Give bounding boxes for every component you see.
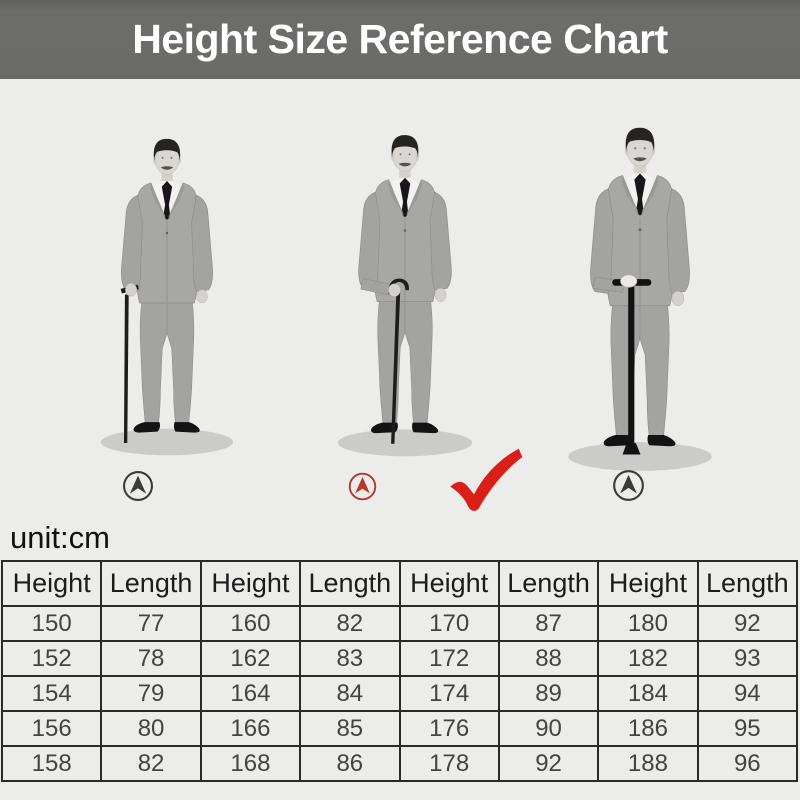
table-cell: 87	[497, 605, 600, 642]
cane-shaft	[391, 292, 401, 444]
table-cell: 86	[299, 745, 401, 782]
table-cell: 83	[299, 640, 401, 677]
table-cell: 154	[0, 675, 103, 712]
table-row: 152 78 162 83 172 88 182 93	[0, 640, 799, 677]
table-cell: 77	[100, 605, 202, 642]
table-cell: 188	[597, 745, 699, 782]
table-cell: 176	[398, 710, 500, 747]
table-header-length: Length	[497, 560, 600, 607]
table-cell: 178	[398, 745, 500, 782]
table-cell: 158	[0, 745, 103, 782]
table-cell: 78	[100, 640, 202, 677]
table-cell: 166	[199, 710, 302, 747]
table-header-height: Height	[597, 560, 699, 607]
table-header-height: Height	[0, 560, 103, 607]
cane-shaft	[628, 284, 635, 449]
table-cell: 85	[299, 710, 401, 747]
table-cell: 94	[696, 675, 799, 712]
cane-shaft	[123, 294, 129, 443]
table-cell: 184	[597, 675, 699, 712]
table-row: 150 77 160 82 170 87 180 92	[0, 605, 799, 642]
table-cell: 92	[497, 745, 600, 782]
cane-handle	[388, 278, 409, 294]
figures-stage	[0, 79, 800, 512]
table-cell: 82	[100, 745, 202, 782]
table-header-length: Length	[299, 560, 401, 607]
table-row: 156 80 166 85 176 90 186 95	[0, 710, 799, 747]
table-header-height: Height	[398, 560, 500, 607]
table-cell: 82	[299, 605, 401, 642]
table-cell: 180	[597, 605, 699, 642]
table-row: 154 79 164 84 174 89 184 94	[0, 675, 799, 712]
table-cell: 160	[199, 605, 302, 642]
table-header-height: Height	[199, 560, 302, 607]
table-cell: 79	[100, 675, 202, 712]
table-cell: 90	[497, 710, 600, 747]
table-cell: 84	[299, 675, 401, 712]
table-cell: 92	[696, 605, 799, 642]
up-arrow-circle-icon	[123, 471, 153, 501]
table-cell: 164	[199, 675, 302, 712]
table-cell: 80	[100, 710, 202, 747]
table-header-length: Length	[696, 560, 799, 607]
checkmark-icon	[450, 448, 523, 511]
table-cell: 172	[398, 640, 500, 677]
table-cell: 96	[696, 745, 799, 782]
table-cell: 182	[597, 640, 699, 677]
table-cell: 89	[497, 675, 600, 712]
table-cell: 93	[696, 640, 799, 677]
table-cell: 152	[0, 640, 103, 677]
man-figure-cane-at-side	[100, 138, 234, 456]
table-header-length: Length	[100, 560, 202, 607]
table-cell: 150	[0, 605, 103, 642]
page-title: Height Size Reference Chart	[132, 16, 668, 62]
unit-label: unit:cm	[10, 520, 110, 555]
table-cell: 170	[398, 605, 500, 642]
header-banner: Height Size Reference Chart	[0, 0, 800, 79]
table-cell: 88	[497, 640, 600, 677]
table-cell: 156	[0, 710, 103, 747]
table-cell: 95	[696, 710, 799, 747]
size-table: Height Length Height Length Height Lengt…	[0, 560, 799, 782]
man-figure-tall-cane	[567, 127, 713, 472]
table-cell: 174	[398, 675, 500, 712]
table-row: 158 82 168 86 178 92 188 96	[0, 745, 799, 782]
up-arrow-circle-icon	[613, 470, 644, 501]
up-arrow-circle-icon-selected	[348, 472, 377, 501]
table-cell: 186	[597, 710, 699, 747]
table-cell: 168	[199, 745, 302, 782]
table-header-row: Height Length Height Length Height Lengt…	[0, 560, 799, 607]
man-figure-cane-in-front	[337, 134, 473, 457]
table-cell: 162	[199, 640, 302, 677]
